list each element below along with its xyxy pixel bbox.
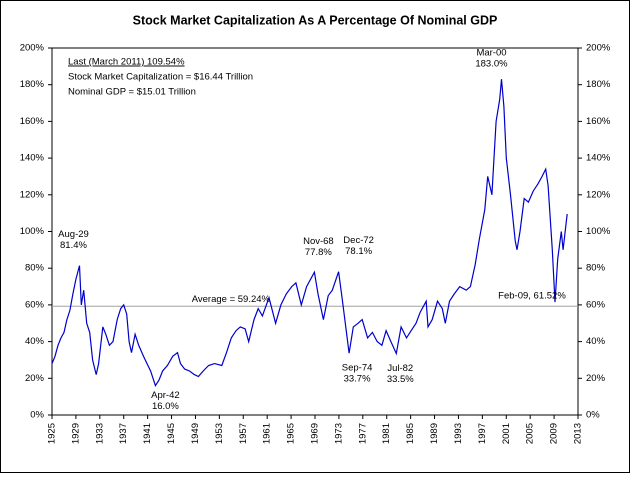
x-tick-label: 2005 — [525, 423, 536, 444]
x-tick-label: 1969 — [310, 423, 321, 444]
x-tick-label: 1977 — [357, 423, 368, 444]
x-tick-label: 1965 — [286, 423, 297, 444]
annotation-label: 81.4% — [60, 240, 87, 251]
y-tick-label: 40% — [25, 336, 45, 347]
x-tick-label: 1997 — [477, 423, 488, 444]
y-tick-label: 160% — [20, 116, 45, 127]
x-tick-label: 1985 — [405, 423, 416, 444]
y-tick-label: 20% — [25, 373, 45, 384]
annotation-label: Feb-09, 61.52% — [498, 291, 566, 302]
annotation-label: 77.8% — [305, 247, 332, 258]
annotation-label: Apr-42 — [151, 390, 180, 401]
data-line — [51, 79, 568, 387]
x-tick-label: 1929 — [70, 423, 81, 444]
y2-tick-label: 80% — [586, 263, 606, 274]
y-tick-label: 0% — [30, 410, 44, 421]
annotation-label: Jul-82 — [387, 363, 413, 374]
y-tick-label: 80% — [25, 263, 45, 274]
x-tick-label: 2001 — [501, 423, 512, 444]
annotation-label: 16.0% — [152, 401, 179, 412]
y2-tick-label: 60% — [586, 299, 606, 310]
annotation-label: Sep-74 — [342, 363, 373, 374]
x-tick-label: 1989 — [429, 423, 440, 444]
y2-tick-label: 40% — [586, 336, 606, 347]
annotation-label: 33.7% — [344, 374, 371, 385]
y2-tick-label: 160% — [586, 116, 611, 127]
x-tick-label: 1957 — [238, 423, 249, 444]
x-tick-label: 2013 — [573, 423, 584, 444]
x-tick-label: 1953 — [214, 423, 225, 444]
annotation-label: 33.5% — [387, 374, 414, 385]
y2-tick-label: 100% — [586, 226, 611, 237]
x-tick-label: 1981 — [381, 423, 392, 444]
plot-area — [51, 47, 579, 416]
y-tick-label: 120% — [20, 189, 45, 200]
y-tick-label: 140% — [20, 153, 45, 164]
y-tick-label: 200% — [20, 43, 45, 54]
x-tick-label: 1961 — [262, 423, 273, 444]
y-tick-label: 60% — [25, 299, 45, 310]
annotation-label: 78.1% — [345, 246, 372, 257]
info-line: Nominal GDP = $15.01 Trillion — [68, 87, 196, 98]
x-tick-label: 1937 — [118, 423, 129, 444]
y2-tick-label: 200% — [586, 43, 611, 54]
y-tick-label: 100% — [20, 226, 45, 237]
info-line: Stock Market Capitalization = $16.44 Tri… — [68, 72, 253, 83]
x-tick-label: 1949 — [190, 423, 201, 444]
y2-tick-label: 180% — [586, 79, 611, 90]
y2-tick-label: 120% — [586, 189, 611, 200]
y-tick-label: 180% — [20, 79, 45, 90]
x-tick-label: 1993 — [453, 423, 464, 444]
annotation-label: Dec-72 — [343, 235, 374, 246]
annotation-label: Mar-00 — [476, 48, 506, 59]
annotation-label: 183.0% — [475, 59, 508, 70]
y2-tick-label: 140% — [586, 153, 611, 164]
x-tick-label: 1941 — [142, 423, 153, 444]
info-line: Last (March 2011) 109.54% — [68, 57, 185, 68]
x-tick-label: 1933 — [94, 423, 105, 444]
x-tick-label: 1925 — [47, 423, 58, 444]
x-tick-label: 1973 — [333, 423, 344, 444]
x-tick-label: 2009 — [549, 423, 560, 444]
x-tick-label: 1945 — [166, 423, 177, 444]
annotation-label: Aug-29 — [58, 229, 89, 240]
average-label: Average = 59.24% — [192, 294, 271, 305]
chart-title: Stock Market Capitalization As A Percent… — [133, 13, 498, 27]
y2-tick-label: 0% — [586, 410, 600, 421]
y2-tick-label: 20% — [586, 373, 606, 384]
annotation-label: Nov-68 — [303, 236, 334, 247]
